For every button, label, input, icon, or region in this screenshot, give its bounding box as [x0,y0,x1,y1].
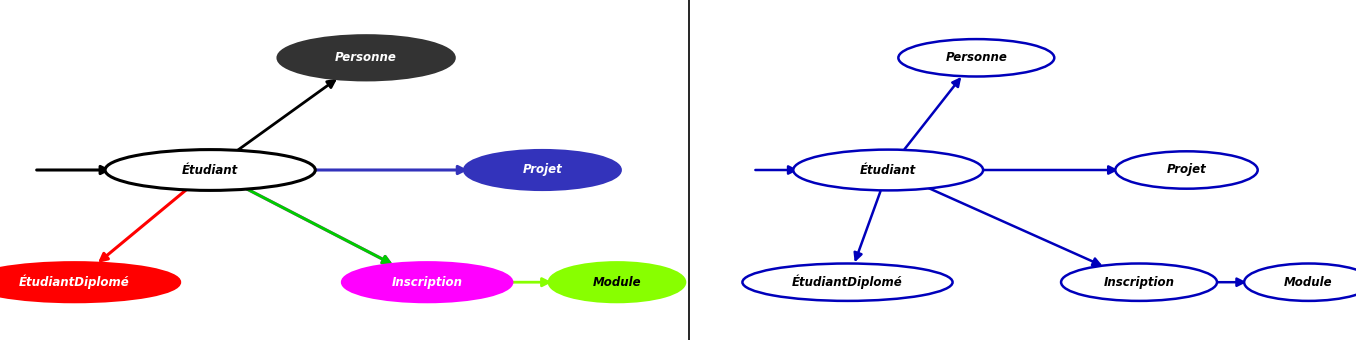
Ellipse shape [898,39,1055,76]
Text: Personne: Personne [945,51,1008,64]
Ellipse shape [1115,151,1258,189]
Text: Étudiant: Étudiant [182,164,239,176]
Text: Projet: Projet [522,164,563,176]
Text: Projet: Projet [1166,164,1207,176]
Ellipse shape [464,150,621,190]
Text: Module: Module [1284,276,1333,289]
Ellipse shape [106,150,315,190]
Text: Étudiant: Étudiant [860,164,917,176]
Text: Inscription: Inscription [1104,276,1174,289]
Ellipse shape [1060,264,1218,301]
Ellipse shape [0,262,179,302]
Text: Personne: Personne [335,51,397,64]
Ellipse shape [1243,264,1356,301]
Ellipse shape [342,262,513,302]
Ellipse shape [793,150,983,190]
Ellipse shape [278,36,454,80]
Text: ÉtudiantDiplomé: ÉtudiantDiplomé [19,275,130,289]
Ellipse shape [549,262,685,302]
Text: ÉtudiantDiplomé: ÉtudiantDiplomé [792,275,903,289]
Ellipse shape [743,264,953,301]
Text: Module: Module [593,276,641,289]
Text: Inscription: Inscription [392,276,462,289]
